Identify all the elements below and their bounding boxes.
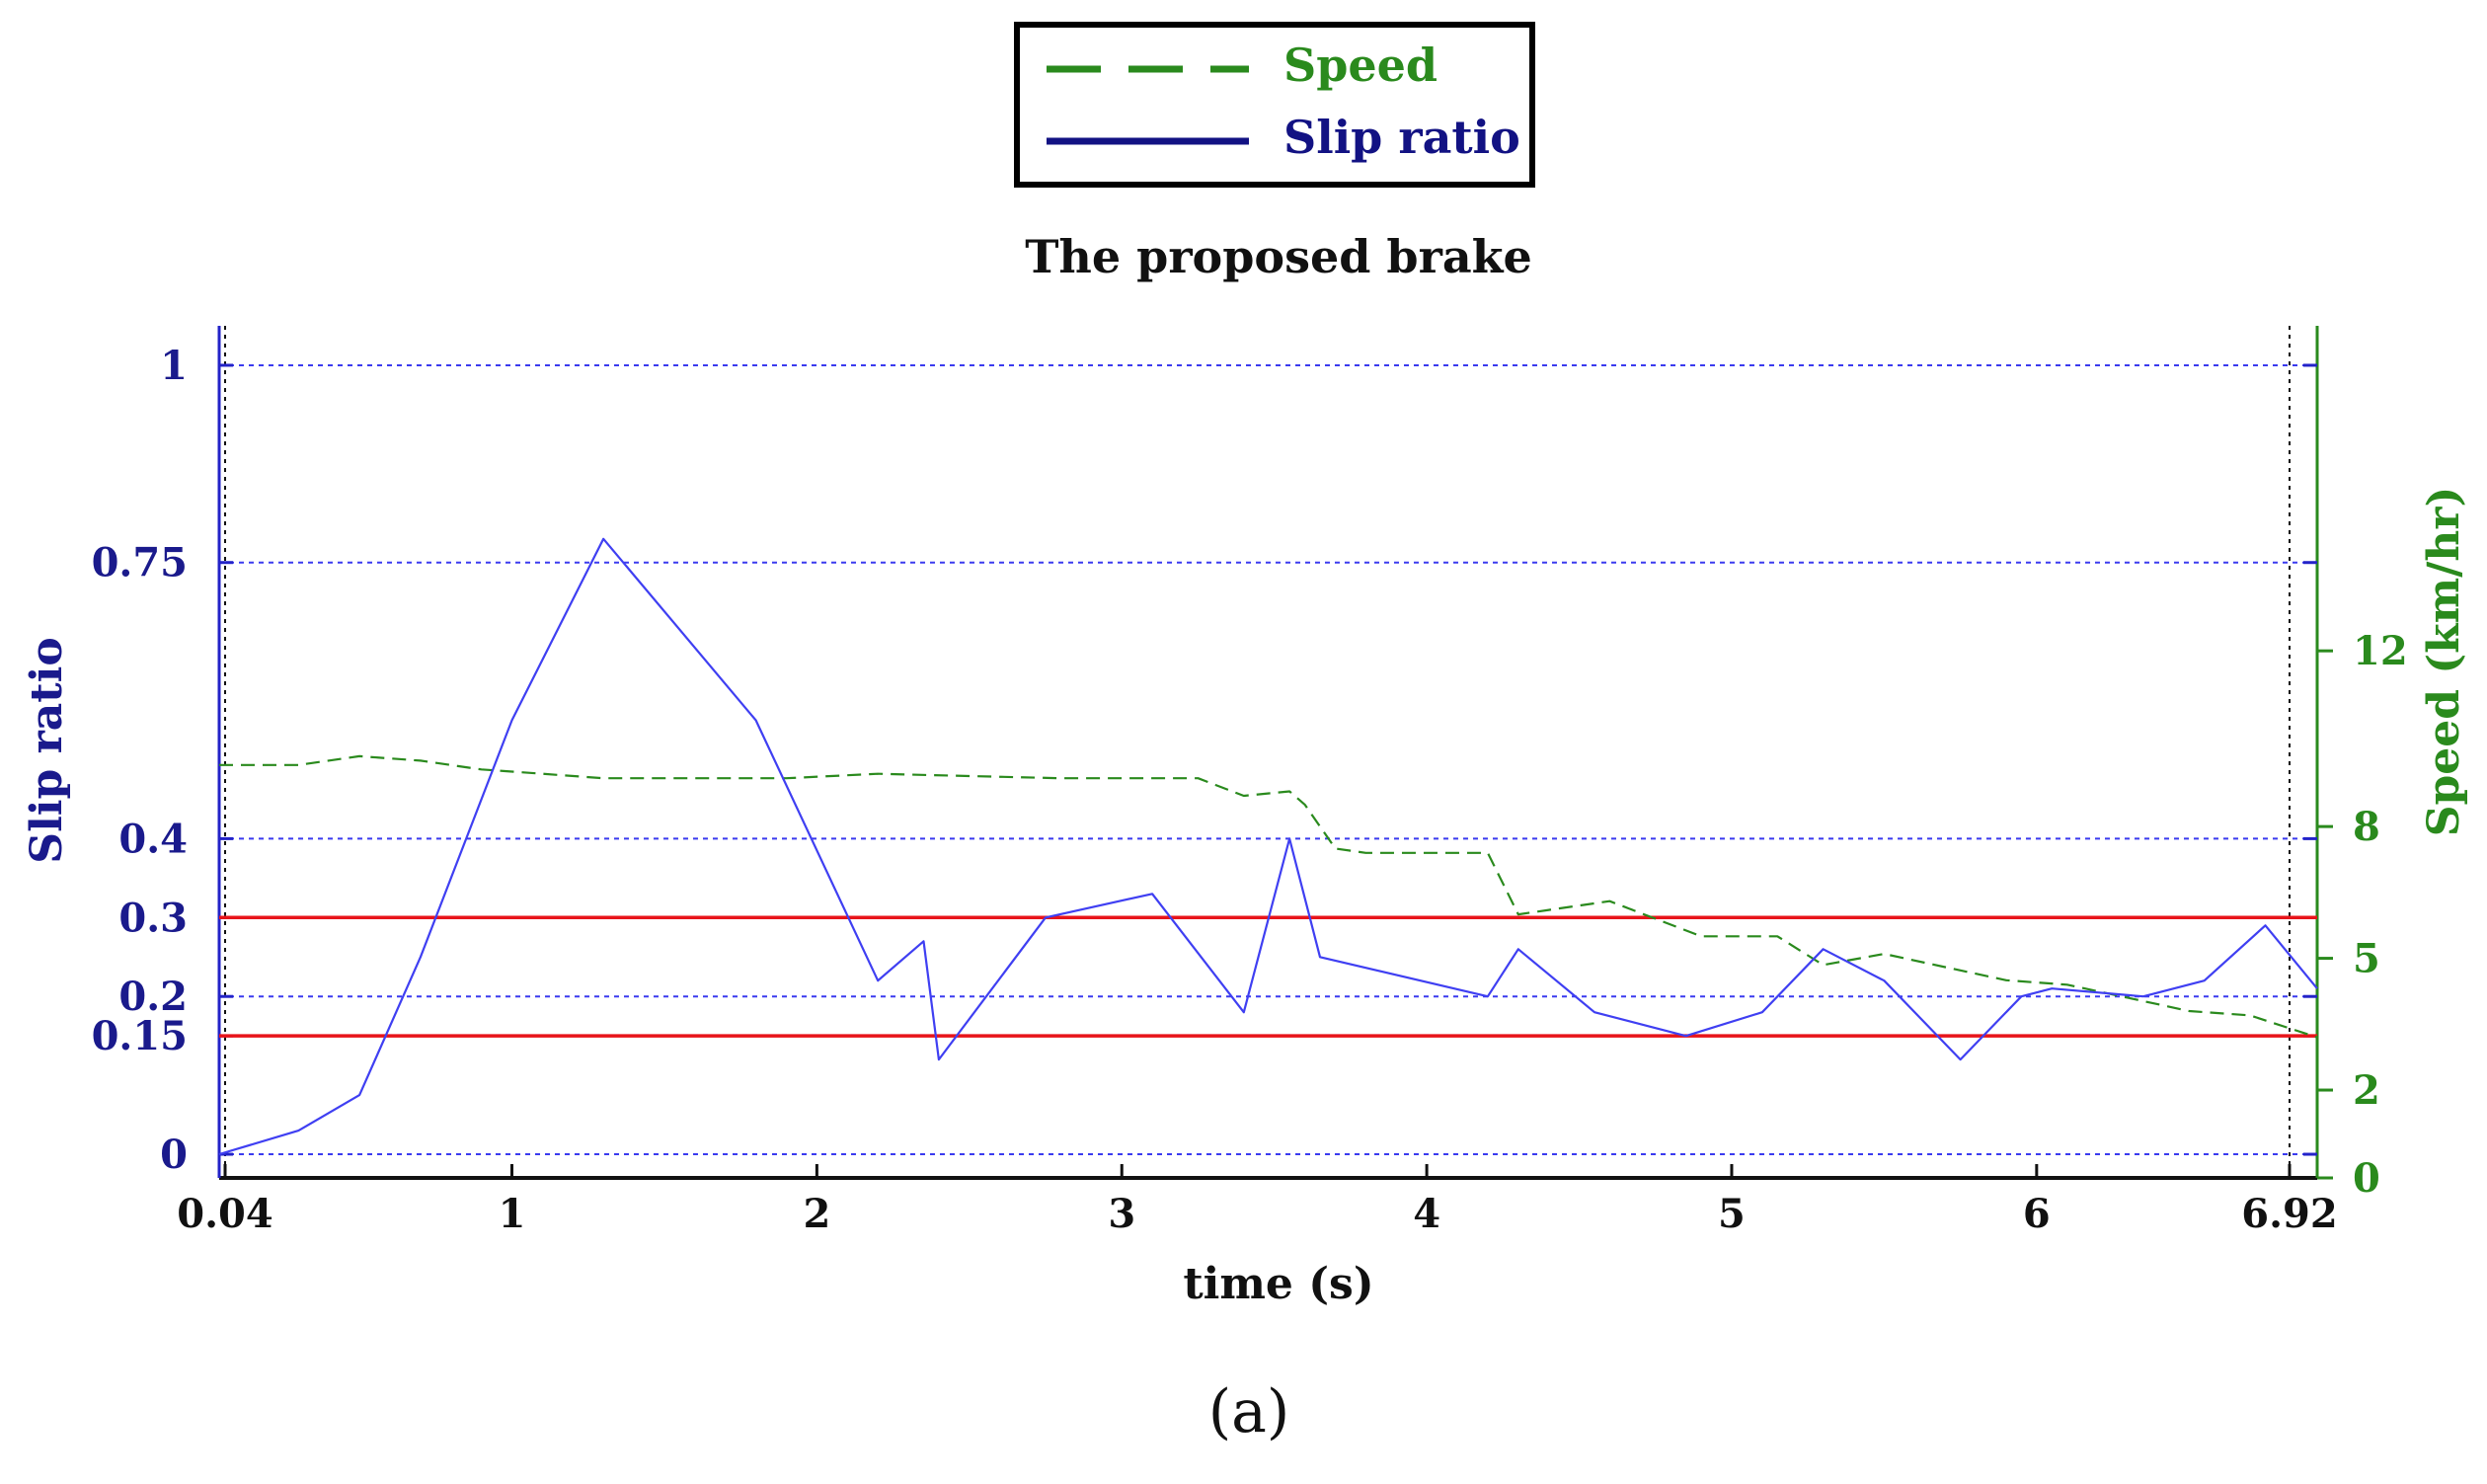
x-tick-label-3: 3	[1108, 1191, 1135, 1237]
legend-box	[1014, 22, 1535, 188]
y-tick-label-right-3: 2	[2353, 1067, 2380, 1114]
x-tick-label-1: 1	[499, 1191, 526, 1237]
x-tick-label-7: 6.92	[2241, 1191, 2337, 1237]
y-tick-label-left-0: 1	[160, 343, 188, 389]
y-tick-label-left-3: 0.3	[118, 895, 188, 941]
legend-label-speed: Speed	[1283, 39, 1438, 92]
y-tick-label-right-4: 0	[2353, 1155, 2380, 1202]
x-tick-label-0: 0.04	[177, 1191, 272, 1237]
chart-title: The proposed brake	[1025, 230, 1532, 283]
x-tick-label-5: 5	[1718, 1191, 1746, 1237]
figure-caption: (a)	[1208, 1377, 1290, 1446]
series-line-speed	[219, 754, 2318, 1039]
x-tick-label-4: 4	[1413, 1191, 1440, 1237]
legend: Speed Slip ratio	[1014, 22, 1535, 188]
y-axis-label-left: Slip ratio	[22, 637, 72, 863]
y-tick-label-right-1: 8	[2353, 804, 2380, 850]
legend-label-slip-ratio: Slip ratio	[1283, 111, 1520, 164]
x-tick-label-2: 2	[803, 1191, 830, 1237]
series-line-slip-ratio	[218, 537, 2318, 1156]
y-tick-label-left-2: 0.4	[118, 816, 188, 862]
y-tick-label-left-1: 0.75	[92, 540, 188, 586]
y-tick-label-right-2: 5	[2353, 936, 2380, 982]
x-tick-label-6: 6	[2023, 1191, 2051, 1237]
y-tick-label-left-4: 0.2	[118, 974, 188, 1020]
y-tick-label-right-0: 12	[2353, 628, 2408, 674]
y-tick-label-left-6: 0	[160, 1132, 188, 1178]
y-tick-label-left-5: 0.15	[92, 1013, 188, 1059]
y-axis-label-right: Speed (km/hr)	[2419, 487, 2469, 837]
x-axis-label: time (s)	[1183, 1259, 1373, 1309]
